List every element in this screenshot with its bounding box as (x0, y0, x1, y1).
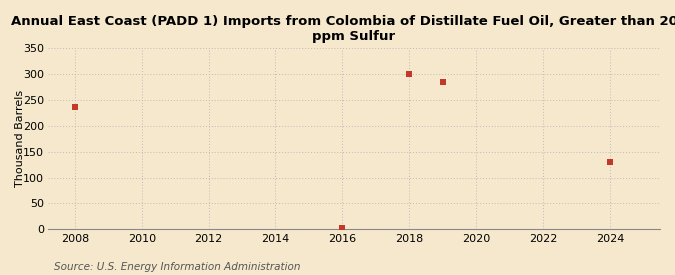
Point (337, 226, 348, 230)
Point (437, 80, 448, 85)
Point (70, 104, 80, 109)
Text: Source: U.S. Energy Information Administration: Source: U.S. Energy Information Administ… (54, 262, 300, 272)
Point (404, 72, 414, 76)
Y-axis label: Thousand Barrels: Thousand Barrels (15, 90, 25, 187)
Title: Annual East Coast (PADD 1) Imports from Colombia of Distillate Fuel Oil, Greater: Annual East Coast (PADD 1) Imports from … (11, 15, 675, 43)
Point (604, 160, 615, 164)
